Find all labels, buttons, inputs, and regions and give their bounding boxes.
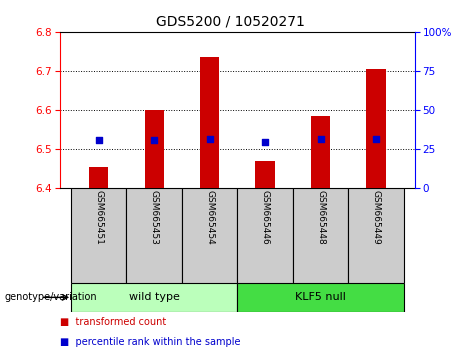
Bar	[200, 57, 219, 188]
Bar	[293, 188, 349, 283]
Bar	[182, 188, 237, 283]
Bar	[89, 167, 108, 188]
Text: GDS5200 / 10520271: GDS5200 / 10520271	[156, 14, 305, 28]
Text: GSM665449: GSM665449	[372, 190, 381, 245]
Point	[261, 139, 269, 145]
Text: ■  percentile rank within the sample: ■ percentile rank within the sample	[60, 337, 241, 347]
Bar	[311, 116, 331, 188]
Bar	[237, 188, 293, 283]
Bar	[71, 283, 237, 312]
Point	[372, 136, 380, 142]
Text: GSM665451: GSM665451	[94, 190, 103, 245]
Text: GSM665448: GSM665448	[316, 190, 325, 245]
Bar	[126, 188, 182, 283]
Point	[317, 137, 324, 142]
Text: GSM665454: GSM665454	[205, 190, 214, 245]
Point	[151, 137, 158, 143]
Text: wild type: wild type	[129, 292, 180, 302]
Text: KLF5 null: KLF5 null	[295, 292, 346, 302]
Text: GSM665453: GSM665453	[150, 190, 159, 245]
Text: ■  transformed count: ■ transformed count	[60, 318, 166, 327]
Bar	[71, 188, 126, 283]
Bar	[255, 161, 275, 188]
Bar	[349, 188, 404, 283]
Bar	[237, 283, 404, 312]
Text: GSM665446: GSM665446	[260, 190, 270, 245]
Text: genotype/variation: genotype/variation	[5, 292, 97, 302]
Point	[206, 136, 213, 142]
Bar	[144, 110, 164, 188]
Point	[95, 137, 102, 143]
Bar	[366, 69, 386, 188]
